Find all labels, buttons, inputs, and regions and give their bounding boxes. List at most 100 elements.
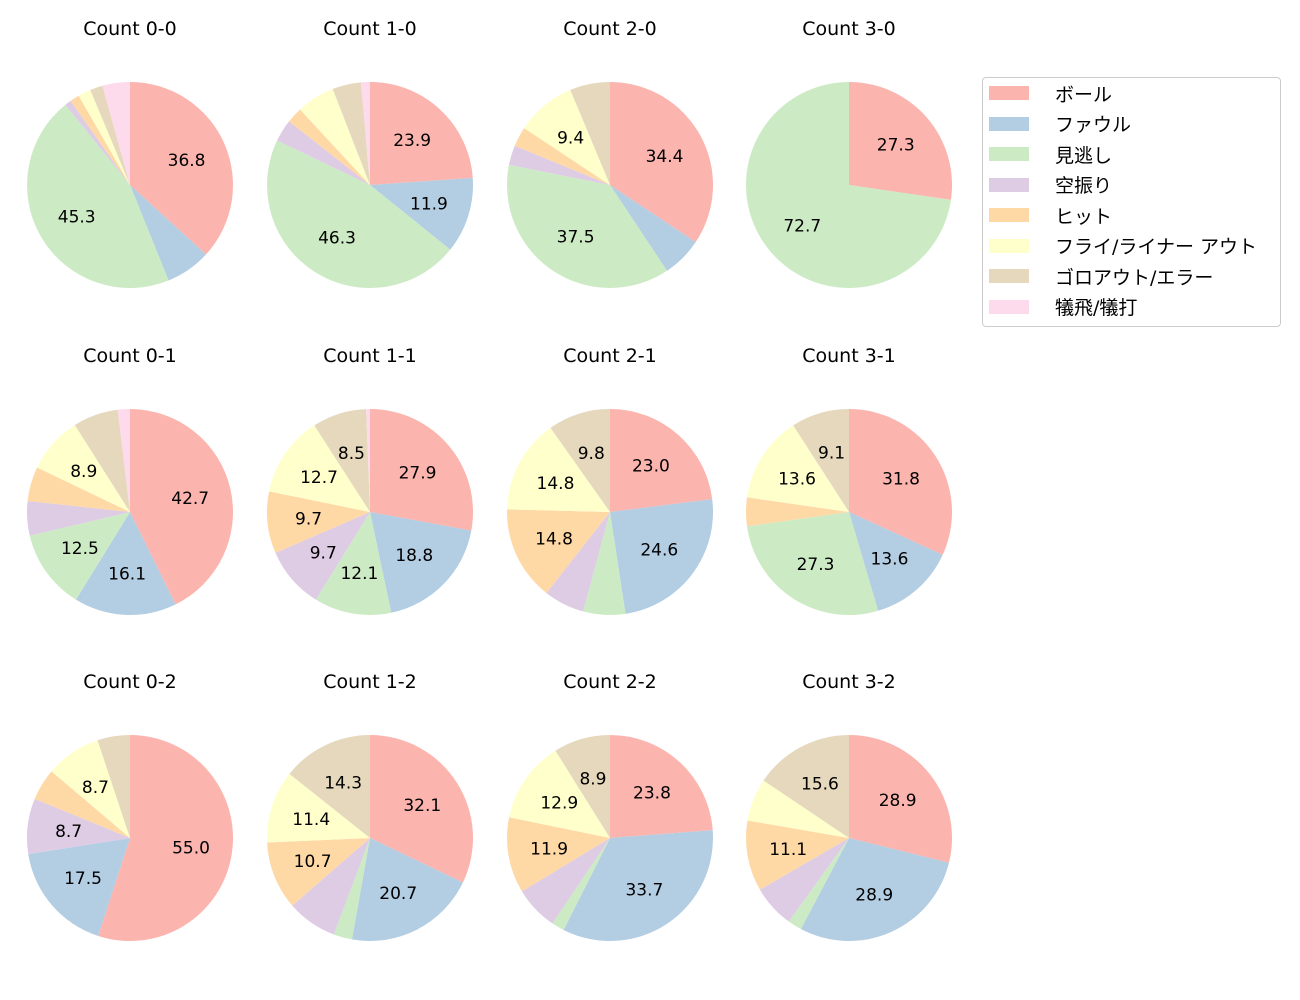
pie-slice — [267, 491, 370, 553]
pie-title: Count 3-0 — [802, 18, 896, 40]
pie-slice — [747, 425, 849, 512]
pie-slice — [275, 512, 370, 600]
legend-label: ファウル — [1055, 114, 1132, 136]
slice-label: 27.9 — [399, 463, 437, 483]
slice-label: 33.7 — [625, 880, 663, 900]
pie-slice — [292, 838, 370, 935]
legend-swatch — [989, 299, 1029, 314]
pie-slice — [360, 82, 370, 185]
slice-label: 8.7 — [55, 822, 82, 842]
slice-label: 20.7 — [379, 884, 417, 904]
pie-slice — [746, 820, 849, 890]
legend-item: 空振り — [989, 175, 1112, 197]
slice-label: 8.9 — [70, 462, 97, 482]
pie-slice — [299, 88, 370, 185]
pie-slice — [507, 817, 610, 892]
pie-slice — [98, 735, 234, 941]
pie-slice — [366, 409, 370, 512]
legend-label: ボール — [1055, 83, 1113, 106]
pie-slice — [90, 85, 130, 185]
slice-label: 18.8 — [395, 546, 433, 566]
slice-label: 24.6 — [640, 540, 678, 560]
slice-label: 9.7 — [295, 509, 322, 529]
slice-label: 10.7 — [294, 852, 332, 872]
slice-label: 27.3 — [797, 555, 835, 575]
pie-slice — [315, 512, 392, 615]
pie-slice — [788, 838, 849, 930]
slice-label: 23.0 — [632, 457, 670, 477]
slice-label: 14.8 — [537, 474, 575, 494]
pie-slice — [849, 409, 952, 555]
pie-slice — [555, 735, 610, 838]
slice-label: 13.6 — [778, 470, 816, 490]
slice-label: 72.7 — [783, 216, 821, 236]
legend-label: 見逃し — [1055, 144, 1113, 167]
pie-slice — [747, 512, 879, 616]
pie-slice — [524, 89, 610, 185]
pie-title: Count 1-1 — [323, 345, 417, 367]
pie-slice — [508, 145, 610, 185]
slice-label: 12.9 — [540, 794, 578, 814]
pie-slice — [277, 121, 370, 185]
pie-slice — [51, 740, 130, 838]
pie-slice — [27, 501, 130, 536]
slice-label: 32.1 — [403, 796, 441, 816]
pie-title: Count 2-0 — [563, 18, 657, 40]
legend-swatch — [989, 147, 1029, 161]
slice-label: 23.9 — [393, 131, 431, 151]
legend-label: フライ/ライナー アウト — [1055, 236, 1258, 258]
pie-slice — [370, 512, 472, 613]
pie-slice — [351, 838, 463, 941]
pie-slice — [34, 771, 130, 838]
pie-slice — [102, 82, 130, 185]
pie-slice — [509, 750, 610, 838]
slice-label: 36.8 — [168, 151, 206, 171]
pie-title: Count 3-1 — [802, 345, 896, 367]
pie-slice — [610, 499, 713, 614]
pie-slice — [314, 409, 370, 512]
pie-slice — [800, 838, 949, 941]
pie-slice — [117, 409, 130, 512]
pie-slice — [269, 425, 370, 512]
legend-item: 見逃し — [989, 144, 1112, 167]
pie-slice — [70, 95, 130, 185]
pie-slice — [289, 109, 370, 185]
slice-label: 46.3 — [318, 228, 356, 248]
slice-label: 13.6 — [871, 550, 909, 570]
pie-slice — [849, 512, 943, 611]
pie-slice — [130, 409, 233, 605]
pie-title: Count 3-2 — [802, 671, 896, 693]
slice-label: 31.8 — [882, 470, 920, 490]
slice-label: 12.5 — [61, 539, 99, 559]
pie-slice — [29, 512, 131, 600]
pie-slice — [289, 735, 370, 838]
pie-slice — [333, 838, 370, 940]
pie-slice — [26, 104, 169, 288]
pie-slice — [506, 509, 610, 593]
pie-title: Count 1-2 — [323, 671, 417, 693]
legend-item: ヒット — [989, 205, 1112, 228]
pie-slice — [130, 82, 233, 255]
pie-slice — [747, 780, 849, 838]
pie-slice — [37, 425, 131, 512]
pie-slice — [563, 830, 714, 941]
pie-slice — [849, 82, 952, 200]
pie-slice — [552, 838, 610, 930]
pie-slice — [78, 89, 130, 185]
legend-swatch — [989, 269, 1029, 283]
legend-item: ファウル — [989, 114, 1131, 136]
pie-slice — [514, 128, 610, 185]
legend-item: 犠飛/犠打 — [989, 297, 1137, 319]
pie-slice — [759, 838, 849, 922]
slice-label: 27.3 — [877, 136, 915, 156]
slice-label: 42.7 — [171, 489, 209, 509]
pie-title: Count 2-1 — [563, 345, 657, 367]
slice-label: 15.6 — [801, 774, 839, 794]
legend-swatch — [989, 116, 1029, 131]
slice-label: 16.1 — [108, 565, 146, 585]
slice-label: 11.9 — [530, 840, 568, 860]
pie-slice — [267, 838, 370, 906]
slice-label: 12.1 — [340, 564, 378, 584]
pie-slice — [267, 773, 370, 843]
